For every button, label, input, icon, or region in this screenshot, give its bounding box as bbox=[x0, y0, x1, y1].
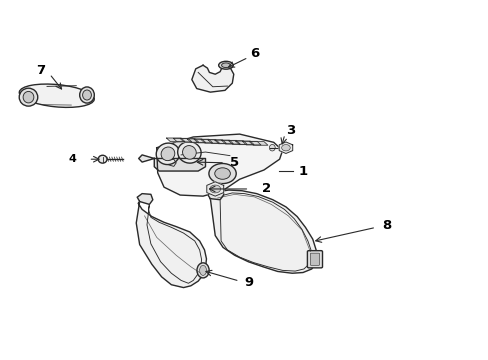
Circle shape bbox=[209, 185, 220, 193]
Polygon shape bbox=[214, 140, 233, 144]
Polygon shape bbox=[194, 139, 212, 143]
Polygon shape bbox=[207, 140, 226, 143]
Text: 8: 8 bbox=[381, 219, 390, 233]
Text: 4: 4 bbox=[68, 154, 76, 164]
Polygon shape bbox=[139, 155, 154, 162]
Ellipse shape bbox=[197, 263, 209, 278]
Polygon shape bbox=[207, 190, 224, 200]
Polygon shape bbox=[242, 141, 261, 145]
Ellipse shape bbox=[182, 145, 196, 159]
Ellipse shape bbox=[19, 88, 38, 106]
Polygon shape bbox=[235, 141, 254, 145]
Ellipse shape bbox=[80, 87, 94, 103]
Polygon shape bbox=[136, 202, 206, 288]
FancyBboxPatch shape bbox=[310, 253, 319, 265]
Polygon shape bbox=[180, 139, 199, 142]
Polygon shape bbox=[191, 63, 233, 92]
Ellipse shape bbox=[269, 144, 275, 151]
Polygon shape bbox=[157, 134, 282, 196]
FancyBboxPatch shape bbox=[307, 251, 322, 268]
Polygon shape bbox=[206, 182, 223, 196]
Polygon shape bbox=[221, 140, 240, 144]
Circle shape bbox=[208, 163, 236, 184]
Polygon shape bbox=[279, 142, 292, 153]
Ellipse shape bbox=[199, 265, 206, 275]
Text: 7: 7 bbox=[36, 64, 45, 77]
Ellipse shape bbox=[156, 143, 179, 165]
Ellipse shape bbox=[221, 63, 230, 68]
Text: 5: 5 bbox=[229, 156, 239, 169]
Ellipse shape bbox=[161, 147, 174, 161]
Ellipse shape bbox=[82, 90, 91, 100]
Text: 2: 2 bbox=[261, 183, 270, 195]
Polygon shape bbox=[228, 141, 246, 144]
Polygon shape bbox=[201, 140, 219, 143]
Polygon shape bbox=[166, 138, 184, 141]
Ellipse shape bbox=[177, 141, 201, 163]
Ellipse shape bbox=[218, 61, 233, 69]
Polygon shape bbox=[137, 194, 153, 204]
Ellipse shape bbox=[98, 155, 107, 163]
Circle shape bbox=[214, 168, 230, 179]
Polygon shape bbox=[187, 139, 205, 143]
Text: 1: 1 bbox=[298, 165, 306, 177]
Ellipse shape bbox=[19, 84, 94, 107]
Text: 3: 3 bbox=[285, 124, 295, 137]
Polygon shape bbox=[154, 158, 205, 171]
Polygon shape bbox=[249, 141, 267, 145]
Text: 6: 6 bbox=[250, 47, 259, 60]
Ellipse shape bbox=[172, 140, 189, 150]
Polygon shape bbox=[173, 138, 191, 142]
Ellipse shape bbox=[23, 91, 34, 103]
Polygon shape bbox=[210, 190, 316, 273]
Text: 9: 9 bbox=[244, 276, 253, 289]
Circle shape bbox=[281, 145, 290, 151]
